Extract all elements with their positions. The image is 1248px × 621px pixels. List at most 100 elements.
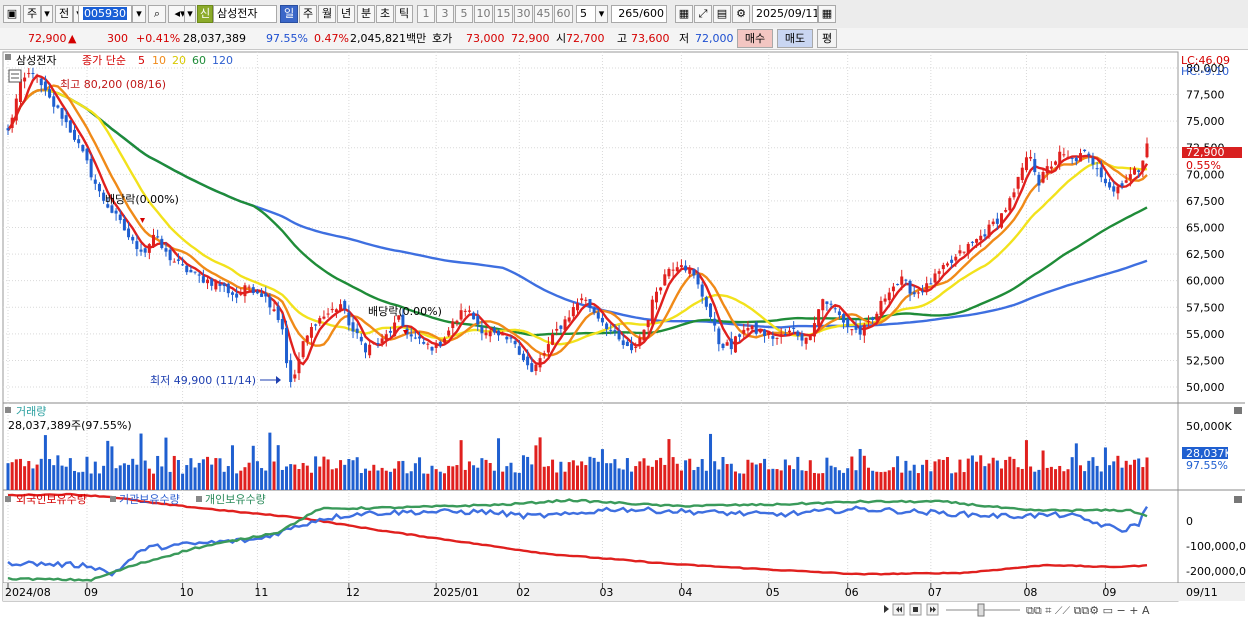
- interval-10[interactable]: 10: [474, 5, 493, 23]
- interval-60[interactable]: 60: [554, 5, 573, 23]
- tab-month-label: 월: [321, 7, 333, 20]
- eval-button[interactable]: 평: [817, 29, 837, 48]
- panel-handle-icon[interactable]: [196, 496, 202, 502]
- stock-name-field[interactable]: 삼성전자: [213, 5, 277, 23]
- volume-bar: [73, 470, 77, 490]
- window-menu-icon[interactable]: ▣: [3, 5, 21, 23]
- candle-body: [941, 264, 945, 270]
- volume-bar: [970, 455, 974, 490]
- volume-bar: [542, 466, 546, 490]
- stock-code-input[interactable]: 005930: [78, 5, 132, 23]
- grid-icon[interactable]: ▦: [675, 5, 693, 23]
- volume-bar: [696, 466, 700, 490]
- price-axis-label: 60,000: [1186, 275, 1225, 288]
- stock-name: 삼성전자: [217, 7, 258, 20]
- candle-body: [488, 331, 492, 337]
- price-axis-label: 75,000: [1186, 115, 1225, 128]
- close-icon[interactable]: [1234, 407, 1242, 414]
- volume-bar: [1004, 459, 1008, 490]
- candle-body: [206, 279, 210, 284]
- interval-5[interactable]: 5: [455, 5, 473, 23]
- candle-body: [850, 329, 854, 331]
- tab-second[interactable]: 초: [376, 5, 394, 23]
- volume-bar: [272, 461, 276, 490]
- prev-selector[interactable]: 전: [55, 5, 73, 23]
- tab-tick[interactable]: 틱: [395, 5, 413, 23]
- period-selector[interactable]: 주: [23, 5, 41, 23]
- candle-body: [621, 340, 625, 346]
- chevron-down-icon[interactable]: ▾: [184, 5, 196, 23]
- volume-bar: [891, 467, 895, 490]
- chevron-down-icon[interactable]: ▾: [595, 5, 608, 23]
- interval-3[interactable]: 3: [436, 5, 454, 23]
- interval-input[interactable]: 5: [576, 5, 596, 23]
- volume-bar: [584, 465, 588, 490]
- chevron-down-icon[interactable]: ▾: [41, 5, 53, 23]
- date-input[interactable]: 2025/09/11: [752, 5, 818, 23]
- candle-body: [276, 306, 280, 321]
- volume-bar: [850, 456, 854, 490]
- candle-body: [1074, 157, 1078, 162]
- candle-body: [667, 268, 671, 277]
- chart-area[interactable]: 80,00077,50075,00072,50070,00067,50065,0…: [0, 50, 1248, 621]
- scroll-thumb[interactable]: [977, 603, 985, 617]
- tab-day[interactable]: 일: [280, 5, 298, 23]
- zoom-tools-icon[interactable]: ⧉⧉ ⌗ ⟋⟋ ⧉⧉⚙ ▭ − + A: [1026, 604, 1150, 617]
- volume-bar: [1012, 458, 1016, 490]
- tab-minute[interactable]: 분: [357, 5, 375, 23]
- volume-bar: [122, 463, 126, 490]
- price-axis-label: 52,500: [1186, 354, 1225, 367]
- rewind-icon: [896, 606, 902, 613]
- volume-bar: [210, 464, 214, 490]
- panel-handle-icon[interactable]: [5, 407, 11, 413]
- legend-foreign: 외국인보유수량: [16, 493, 87, 506]
- trade-amount: 2,045,821백만: [350, 32, 427, 45]
- interval-30[interactable]: 30: [514, 5, 533, 23]
- volume-bar: [1066, 469, 1070, 490]
- candle-body: [393, 322, 397, 337]
- candle-body: [904, 279, 908, 281]
- panel-handle-icon[interactable]: [5, 496, 11, 502]
- panel-handle-icon[interactable]: [110, 496, 116, 502]
- search-icon[interactable]: ⌕: [148, 5, 166, 23]
- play-icon[interactable]: [884, 605, 889, 613]
- panel-handle-icon[interactable]: [5, 54, 11, 60]
- gear-icon[interactable]: ⚙: [732, 5, 750, 23]
- volume-bar: [879, 472, 883, 490]
- volume-bar: [846, 468, 850, 490]
- candle-body: [1108, 182, 1112, 188]
- candle-body: [272, 309, 276, 312]
- shin-badge[interactable]: 신: [197, 5, 213, 23]
- tab-month[interactable]: 월: [318, 5, 336, 23]
- grid: [3, 52, 1178, 583]
- candle-body: [122, 218, 126, 231]
- volume-bar: [451, 466, 455, 490]
- candle-body: [862, 324, 866, 336]
- shin-label: 신: [199, 7, 211, 20]
- count-input[interactable]: 265/600: [611, 5, 667, 23]
- crosshair-icon[interactable]: ⤢: [694, 5, 712, 23]
- interval-45[interactable]: 45: [534, 5, 553, 23]
- volume-bar: [546, 466, 550, 490]
- calendar-icon[interactable]: ▦: [818, 5, 836, 23]
- volume-bar: [713, 461, 717, 490]
- calculator-icon[interactable]: [8, 69, 22, 83]
- buy-button[interactable]: 매수: [737, 29, 773, 48]
- individual-holding-line: [7, 498, 1148, 582]
- save-icon[interactable]: ▤: [713, 5, 731, 23]
- candle-body: [1008, 198, 1012, 211]
- volume-bar: [280, 469, 284, 490]
- volume-bar: [189, 458, 193, 490]
- sell-button[interactable]: 매도: [777, 29, 813, 48]
- tab-week[interactable]: 주: [299, 5, 317, 23]
- close-icon[interactable]: [1234, 496, 1242, 503]
- dividend-marker-icon: [403, 330, 408, 335]
- candle-body: [896, 284, 900, 286]
- volume-bar: [463, 469, 467, 490]
- interval-15[interactable]: 15: [494, 5, 513, 23]
- volume-bar: [497, 438, 501, 490]
- tab-year[interactable]: 년: [337, 5, 355, 23]
- interval-1[interactable]: 1: [417, 5, 435, 23]
- chevron-down-icon[interactable]: ▾: [132, 5, 146, 23]
- candle-body: [189, 269, 193, 273]
